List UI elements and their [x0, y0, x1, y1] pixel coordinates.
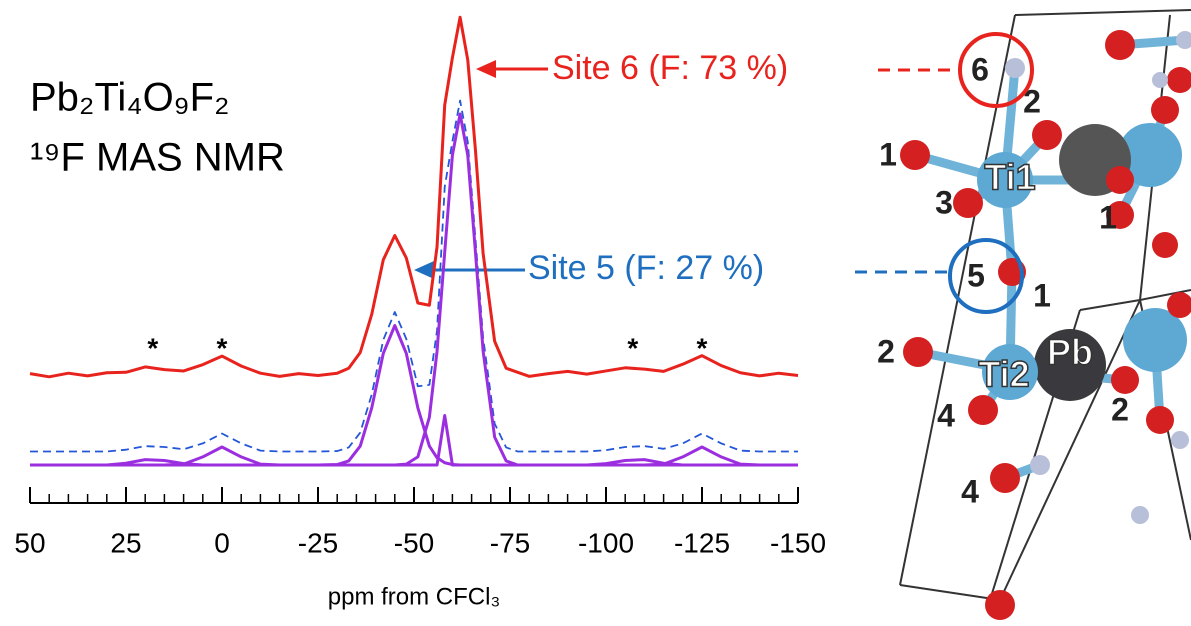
structure-label: Ti2 — [978, 354, 1029, 395]
structure-label: Ti1 — [984, 157, 1035, 198]
x-tick-label: -150 — [770, 527, 826, 558]
site-6-label: Site 6 (F: 73 %) — [552, 49, 788, 87]
structure-label: 2 — [877, 333, 895, 369]
x-tick-label: 25 — [110, 527, 141, 558]
sideband-marker: * — [627, 332, 638, 363]
x-tick-label: -50 — [394, 527, 434, 558]
atoms — [900, 30, 1191, 620]
sideband-marker: * — [697, 332, 708, 363]
x-tick-label: -125 — [674, 527, 730, 558]
x-tick-label: -25 — [298, 527, 338, 558]
x-axis-label: ppm from CFCl₃ — [328, 583, 500, 610]
site-5-label: Site 5 (F: 27 %) — [528, 249, 764, 287]
spectrum-line — [30, 414, 798, 467]
structure-label: Pb — [1047, 332, 1093, 373]
method-subtitle: ¹⁹F MAS NMR — [30, 136, 285, 180]
x-tick-label: 50 — [14, 527, 45, 558]
spectrum-line — [30, 99, 798, 453]
structure-label: 2 — [1111, 391, 1129, 427]
site-5-callout: Site 5 (F: 27 %) — [414, 238, 1024, 314]
x-tick-label: 0 — [214, 527, 230, 558]
structure-label: 1 — [1033, 277, 1051, 313]
structure-label: 5 — [967, 257, 985, 293]
spectrum-line — [29, 15, 799, 379]
x-tick-label: -100 — [578, 527, 634, 558]
site-6-callout: Site 6 (F: 73 %) — [476, 32, 1034, 108]
structure-label: 3 — [935, 184, 953, 220]
structure-label: 6 — [971, 51, 989, 87]
spectrum-line — [30, 324, 798, 467]
structure-label: 4 — [937, 397, 955, 433]
sideband-marker: * — [147, 332, 158, 363]
structure-label: 4 — [961, 473, 979, 509]
x-tick-label: -75 — [490, 527, 530, 558]
structure-label: 1 — [1099, 199, 1117, 235]
structure-label: 1 — [879, 136, 897, 172]
sideband-marker: * — [217, 332, 228, 363]
compound-title: Pb₂Ti₄O₉F₂ — [30, 76, 230, 120]
structure-label: 2 — [1023, 83, 1041, 119]
